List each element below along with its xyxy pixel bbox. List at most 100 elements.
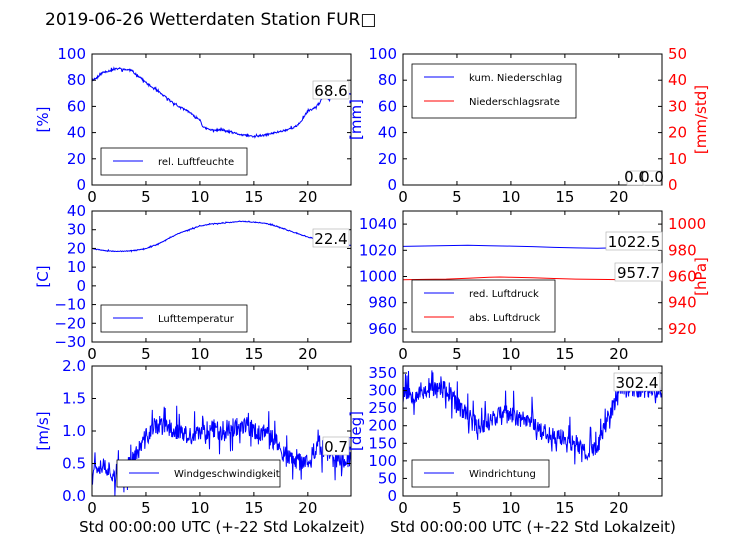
value-annotation: 302.4	[616, 374, 659, 392]
x-tick-label: 5	[141, 345, 151, 363]
y-tick-label: 0	[387, 487, 397, 505]
legend: rel. Luftfeuchte	[100, 147, 248, 176]
y-tick-label: 30	[67, 221, 86, 239]
value-annotation-box	[613, 372, 661, 392]
y2-tick-label: 980	[668, 241, 697, 259]
y-tick-label: 100	[368, 452, 397, 470]
x-tick-label: 0	[87, 499, 97, 517]
y2-axis-label: [mm/std]	[692, 85, 710, 154]
y-tick-label: 2.0	[62, 357, 86, 375]
value-annotation: 957.7	[617, 264, 660, 282]
y-tick-label: −30	[54, 333, 86, 351]
series-line-rel-luftfeuchte	[92, 66, 351, 139]
y-tick-label: 10	[67, 258, 86, 276]
plot-frame	[91, 210, 352, 343]
x-tick-label: 5	[452, 345, 462, 363]
legend-entry: Niederschlagsrate	[469, 97, 560, 108]
legend: kum. Niederschlag Niederschlagsrate	[411, 63, 577, 119]
plot-frame	[402, 365, 663, 497]
y2-tick-label: 1000	[668, 215, 706, 233]
y-tick-label: 1000	[359, 268, 397, 286]
x-axis-label-left: Std 00:00:00 UTC (+-22 Std Lokalzeit)	[79, 518, 365, 536]
value-annotation: 0.7	[324, 438, 348, 456]
x-tick-label: 20	[298, 188, 317, 206]
y-tick-label: 250	[368, 399, 397, 417]
chart-precipitation: 0 5 10 15 20 0 20 40 60 80 100 0 10 20 30 40 50 [mm] [mm/s…	[347, 45, 710, 206]
y-tick-label: 60	[378, 97, 397, 115]
x-tick-label: 10	[501, 499, 520, 517]
x-tick-label: 10	[190, 499, 209, 517]
x-tick-label: 0	[398, 499, 408, 517]
y2-tick-label: 940	[668, 294, 697, 312]
y-tick-label: 960	[368, 320, 397, 338]
y2-tick-label: 40	[668, 71, 687, 89]
x-tick-label: 0	[398, 345, 408, 363]
y-tick-label: −20	[54, 314, 86, 332]
y2-axis-label: [hPa]	[692, 257, 710, 296]
series-line-windgeschwindigkeit	[92, 405, 351, 496]
x-tick-label: 15	[555, 499, 574, 517]
value-annotation-box	[322, 436, 350, 456]
figure-title: 2019-06-26 Wetterdaten Station FUR□	[45, 10, 376, 30]
value-annotation-box	[312, 80, 350, 100]
x-tick-label: 15	[555, 188, 574, 206]
y2-tick-label: 0	[668, 176, 678, 194]
y2-tick-label: 20	[668, 124, 687, 142]
x-tick-label: 5	[141, 499, 151, 517]
legend-entry: abs. Luftdruck	[469, 313, 540, 324]
y-tick-label: 0	[76, 176, 86, 194]
legend: Windgeschwindigkeit	[116, 459, 281, 488]
x-tick-label: 15	[555, 345, 574, 363]
legend-box	[411, 279, 556, 333]
y-tick-label: 80	[378, 71, 397, 89]
y-tick-label: −10	[54, 296, 86, 314]
x-tick-label: 20	[609, 345, 628, 363]
value-annotation-box	[605, 231, 663, 251]
value-annotation: 68.6	[314, 82, 347, 100]
legend-entry: red. Luftdruck	[469, 289, 539, 300]
legend-entry: Windgeschwindigkeit	[174, 469, 280, 480]
legend-box	[411, 63, 577, 119]
y-tick-label: 200	[368, 417, 397, 435]
y-tick-label: 1.5	[62, 390, 86, 408]
series-line-lufttemperatur	[92, 220, 351, 253]
y-tick-label: 100	[57, 45, 86, 63]
value-annotation: 0.0	[624, 168, 648, 186]
y-tick-label: 20	[67, 150, 86, 168]
y-tick-label: 0.0	[62, 487, 86, 505]
legend: Windrichtung	[411, 459, 550, 488]
y2-tick-label: 960	[668, 268, 697, 286]
legend-entry: Lufttemperatur	[158, 314, 235, 325]
y-axis-label: [%]	[34, 107, 52, 133]
y-tick-label: 0	[76, 277, 86, 295]
chart-windspeed: 0 5 10 15 20 0.0 0.5 1.0 1.5 2.0 [m/s] Windgeschwin…	[34, 357, 352, 517]
chart-pressure: 0 5 10 15 20 960 980 1000 1020 1040 920 940 960 980 10…	[359, 210, 710, 363]
legend: Lufttemperatur	[100, 304, 248, 333]
y-tick-label: 1.0	[62, 422, 86, 440]
y-tick-label: 40	[67, 202, 86, 220]
y-tick-label: 980	[368, 294, 397, 312]
plot-frame	[91, 53, 352, 186]
x-tick-label: 20	[298, 345, 317, 363]
x-tick-label: 20	[609, 499, 628, 517]
y-tick-label: 300	[368, 382, 397, 400]
chart-humidity: 0 5 10 15 20 0 20 40 60 80 100 [%] rel. Luftfeuchte 6…	[34, 45, 352, 206]
x-tick-label: 0	[398, 188, 408, 206]
y-tick-label: 1020	[359, 241, 397, 259]
y-tick-label: 40	[378, 124, 397, 142]
y-tick-label: 20	[67, 239, 86, 257]
value-annotation-box	[312, 228, 350, 248]
plot-frame	[402, 53, 663, 186]
y-tick-label: 0	[387, 176, 397, 194]
y-tick-label: 0.5	[62, 455, 86, 473]
x-tick-label: 5	[141, 188, 151, 206]
value-annotation-box	[614, 262, 663, 282]
x-tick-label: 10	[190, 345, 209, 363]
value-annotation: 22.4	[314, 230, 347, 248]
legend-entry: Windrichtung	[469, 469, 536, 480]
x-tick-label: 10	[501, 188, 520, 206]
y-axis-label: [deg]	[347, 411, 365, 451]
x-tick-label: 5	[452, 499, 462, 517]
legend: red. Luftdruck abs. Luftdruck	[411, 279, 556, 333]
